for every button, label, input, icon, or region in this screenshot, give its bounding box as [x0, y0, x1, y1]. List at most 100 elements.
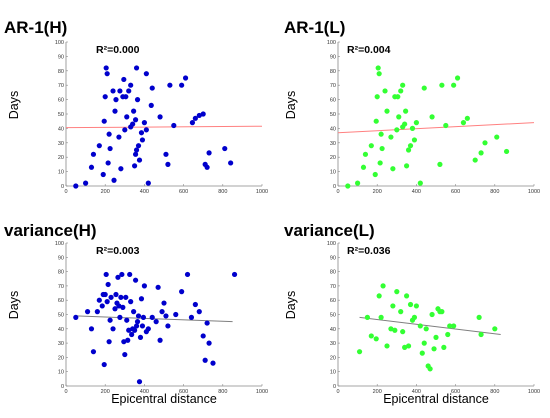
data-point — [101, 361, 107, 368]
y-tick-label: 40 — [58, 327, 64, 333]
data-point — [345, 183, 351, 189]
data-point — [132, 163, 138, 169]
data-point — [437, 161, 443, 167]
data-point — [403, 108, 409, 114]
data-point — [184, 271, 191, 278]
data-point — [192, 115, 198, 121]
data-point — [118, 166, 124, 172]
data-point — [155, 284, 161, 290]
x-tick-label: 200 — [373, 389, 382, 395]
data-point — [413, 120, 419, 126]
data-point — [427, 366, 433, 372]
data-point — [411, 314, 418, 320]
data-point — [356, 349, 363, 355]
data-point — [392, 327, 398, 333]
x-tick-label: 800 — [490, 189, 499, 195]
data-point — [202, 357, 208, 363]
data-point — [204, 164, 210, 170]
data-point — [145, 326, 151, 332]
data-point — [163, 151, 169, 157]
data-point — [129, 331, 135, 338]
x-tick-label: 1000 — [528, 389, 540, 395]
data-point — [454, 75, 461, 81]
data-point — [140, 314, 147, 320]
y-tick-label: 30 — [58, 341, 64, 347]
data-point — [476, 314, 482, 320]
x-tick-label: 800 — [218, 389, 227, 395]
y-tick-label: 20 — [58, 155, 64, 161]
data-point — [133, 323, 140, 329]
data-point — [492, 326, 498, 332]
data-point — [123, 94, 129, 100]
data-point — [374, 94, 380, 100]
y-tick-label: 70 — [330, 284, 336, 290]
data-point — [112, 306, 118, 312]
y-tick-label: 90 — [330, 255, 336, 261]
data-point — [73, 314, 79, 320]
y-tick-label: 30 — [330, 341, 336, 347]
data-point — [405, 147, 412, 153]
x-tick-label: 1000 — [256, 189, 268, 195]
y-tick-label: 40 — [330, 126, 336, 132]
data-point — [133, 147, 140, 153]
data-point — [117, 88, 123, 94]
data-point — [148, 102, 154, 108]
r-squared-annotation: R²=0.000 — [96, 44, 140, 56]
scatter-panel-1: 0 200 400 600 800 1000 0 10 20 30 40 50 60 70 80 90 100 A… — [4, 18, 268, 195]
y-tick-label: 60 — [58, 298, 64, 304]
data-point — [157, 337, 163, 343]
data-point — [149, 85, 155, 91]
data-point — [138, 130, 145, 136]
data-point — [404, 163, 410, 169]
data-point — [115, 274, 121, 280]
y-tick-label: 0 — [333, 184, 336, 190]
data-point — [372, 171, 378, 178]
data-point — [133, 65, 140, 71]
data-point — [106, 339, 112, 345]
data-point — [402, 344, 408, 350]
x-tick-label: 600 — [179, 389, 188, 395]
data-point — [124, 114, 130, 120]
data-point — [105, 281, 111, 288]
data-point — [128, 299, 134, 305]
data-point — [355, 180, 361, 186]
data-point — [378, 314, 384, 320]
data-point — [90, 151, 97, 157]
data-point — [402, 121, 408, 127]
y-tick-label: 70 — [58, 284, 64, 290]
data-point — [126, 88, 132, 94]
data-point — [127, 271, 133, 278]
data-point — [407, 143, 414, 149]
data-point — [433, 334, 439, 340]
data-point — [417, 323, 423, 329]
data-point — [104, 299, 110, 305]
data-point — [94, 309, 100, 315]
data-point — [101, 118, 107, 124]
data-point — [451, 323, 457, 329]
x-tick-label: 0 — [336, 389, 339, 395]
data-point — [394, 289, 400, 295]
data-point — [173, 311, 179, 318]
data-point — [379, 145, 385, 152]
data-point — [118, 294, 124, 300]
data-point — [409, 125, 416, 131]
data-point — [165, 161, 171, 167]
data-point — [132, 277, 139, 283]
data-point — [423, 326, 429, 332]
data-point — [131, 108, 137, 114]
x-tick-label: 0 — [64, 389, 67, 395]
x-tick-label: 400 — [412, 189, 421, 195]
x-tick-label: 600 — [451, 189, 460, 195]
data-point — [104, 71, 110, 77]
data-point — [398, 309, 404, 315]
y-tick-label: 80 — [330, 69, 336, 75]
y-tick-label: 50 — [58, 112, 64, 118]
data-point — [165, 323, 171, 329]
y-tick-label: 30 — [330, 141, 336, 147]
x-tick-label: 600 — [451, 389, 460, 395]
data-point — [134, 97, 141, 103]
x-tick-label: 400 — [412, 389, 421, 395]
data-point — [388, 134, 394, 140]
data-point — [388, 326, 394, 332]
data-point — [130, 121, 136, 127]
